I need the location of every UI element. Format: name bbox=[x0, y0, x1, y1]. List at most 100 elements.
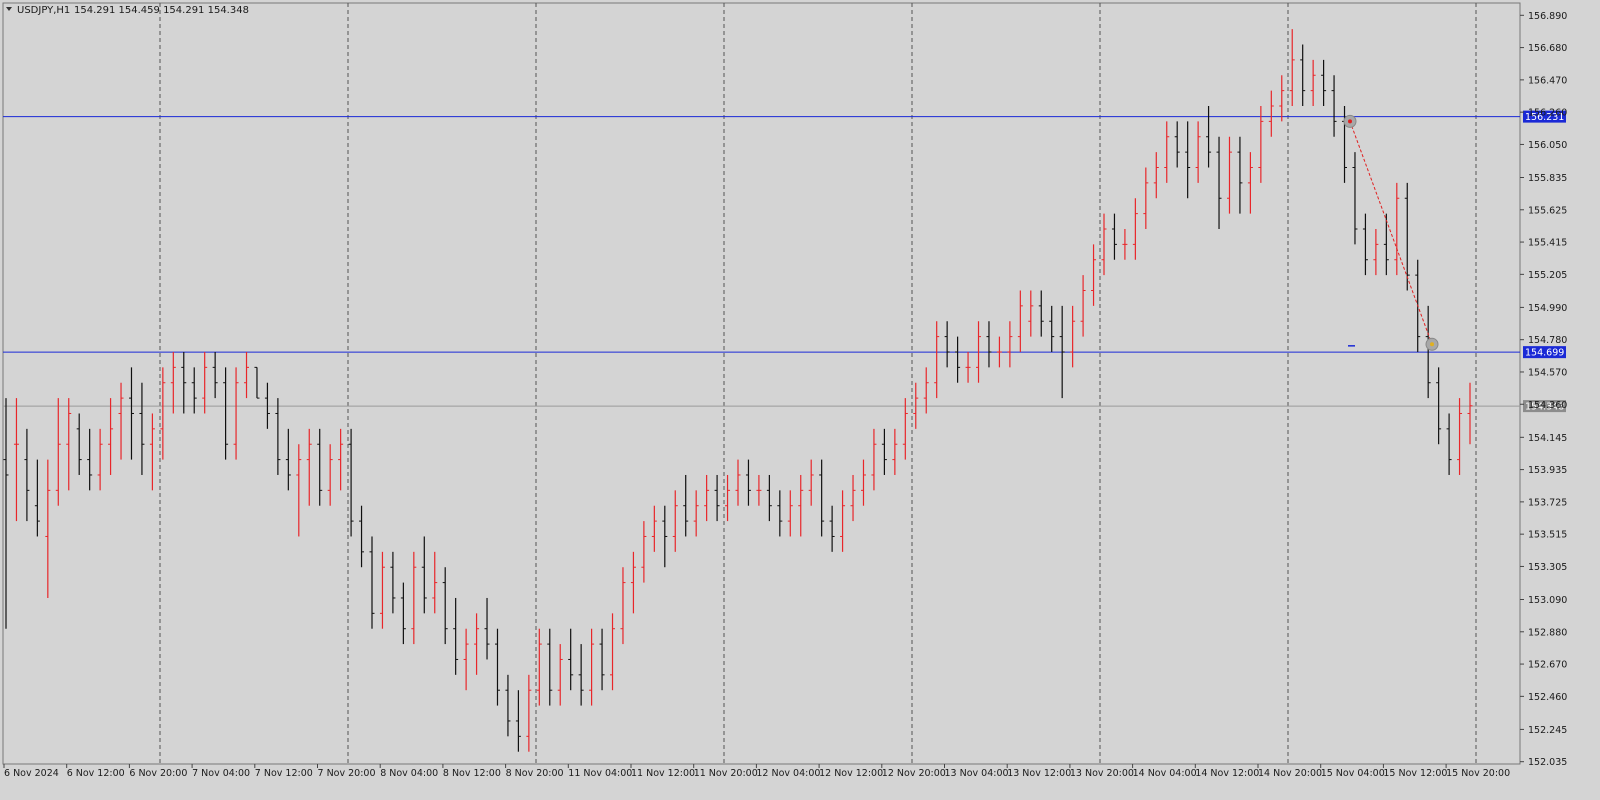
candle bbox=[745, 459, 751, 506]
candle bbox=[1279, 75, 1285, 122]
trend-line-segment bbox=[1349, 121, 1433, 345]
time-tick-label: 6 Nov 20:00 bbox=[129, 768, 187, 779]
candle bbox=[630, 551, 636, 614]
level-price-text: 156.231 bbox=[1525, 112, 1564, 123]
price-tick-label: 152.880 bbox=[1528, 627, 1567, 638]
candle bbox=[348, 428, 354, 537]
price-tick-label: 154.780 bbox=[1528, 335, 1567, 346]
candle bbox=[421, 536, 427, 614]
candle bbox=[651, 505, 657, 552]
trend-line[interactable] bbox=[1343, 114, 1439, 351]
level-price-text: 154.699 bbox=[1525, 348, 1564, 359]
candle bbox=[578, 644, 584, 706]
candle bbox=[693, 490, 699, 537]
candle bbox=[1153, 152, 1159, 199]
candle bbox=[526, 674, 532, 752]
candle bbox=[97, 428, 103, 491]
horizontal-levels[interactable]: 156.231 154.699 154.348 bbox=[3, 110, 1566, 413]
candle bbox=[1289, 29, 1295, 107]
candle bbox=[557, 644, 563, 706]
candle bbox=[55, 398, 61, 506]
candle bbox=[390, 551, 396, 614]
candle bbox=[3, 398, 9, 629]
ohlc-values: 154.291 154.459 154.291 154.348 bbox=[74, 5, 249, 16]
price-tick-label: 154.145 bbox=[1528, 433, 1567, 444]
price-tick-label: 155.625 bbox=[1528, 205, 1567, 216]
price-tick-label: 152.245 bbox=[1528, 725, 1567, 736]
time-tick-label: 14 Nov 12:00 bbox=[1195, 768, 1259, 779]
price-tick-label: 152.670 bbox=[1528, 660, 1567, 671]
candle bbox=[610, 613, 616, 691]
candle bbox=[1352, 152, 1358, 245]
symbol-label: USDJPY,H1 bbox=[17, 5, 70, 16]
price-tick-label: 154.570 bbox=[1528, 367, 1567, 378]
candle bbox=[264, 382, 270, 429]
candle bbox=[212, 351, 218, 399]
candle bbox=[1237, 136, 1243, 214]
candle bbox=[829, 505, 835, 552]
candle bbox=[976, 321, 982, 383]
price-tick-label: 155.205 bbox=[1528, 270, 1567, 281]
candle bbox=[453, 597, 459, 675]
candle bbox=[275, 398, 281, 475]
candle bbox=[474, 613, 480, 675]
price-tick-label: 156.050 bbox=[1528, 140, 1567, 151]
candle bbox=[379, 551, 385, 629]
candle bbox=[787, 490, 793, 537]
candle bbox=[128, 367, 134, 460]
candles-series bbox=[3, 29, 1473, 752]
candle bbox=[662, 505, 668, 568]
candle bbox=[1362, 213, 1368, 276]
candle bbox=[808, 459, 814, 506]
candle bbox=[1467, 382, 1473, 445]
chevron-down-icon[interactable] bbox=[6, 7, 12, 11]
candle bbox=[1049, 305, 1055, 352]
candle bbox=[13, 398, 19, 522]
candle bbox=[1132, 198, 1138, 260]
price-tick-label: 152.460 bbox=[1528, 692, 1567, 703]
candle bbox=[66, 398, 72, 491]
candle bbox=[1038, 290, 1044, 337]
current-price-text: 154.348 bbox=[1525, 402, 1564, 413]
time-tick-label: 12 Nov 04:00 bbox=[756, 768, 820, 779]
time-tick-label: 8 Nov 12:00 bbox=[443, 768, 501, 779]
vertical-grid bbox=[159, 3, 1477, 764]
candle bbox=[338, 428, 344, 491]
candle bbox=[1457, 398, 1463, 475]
time-tick-label: 6 Nov 2024 bbox=[4, 768, 59, 779]
candle bbox=[620, 567, 626, 645]
candle bbox=[568, 628, 574, 691]
candle bbox=[735, 459, 741, 506]
candle bbox=[756, 474, 762, 506]
candle bbox=[1425, 305, 1431, 399]
price-tick-label: 153.725 bbox=[1528, 497, 1567, 508]
candle bbox=[432, 551, 438, 614]
time-tick-label: 14 Nov 04:00 bbox=[1133, 768, 1197, 779]
price-tick-label: 153.305 bbox=[1528, 562, 1567, 573]
candle bbox=[1321, 59, 1327, 107]
candle bbox=[1101, 213, 1107, 276]
current-price-tag bbox=[1523, 400, 1566, 413]
candle bbox=[1070, 305, 1076, 368]
candle bbox=[777, 490, 783, 537]
price-tick-label: 153.515 bbox=[1528, 530, 1567, 541]
price-tick-label: 155.415 bbox=[1528, 238, 1567, 249]
candle bbox=[484, 597, 490, 660]
candle bbox=[494, 628, 500, 706]
candle bbox=[1080, 275, 1086, 337]
candle bbox=[547, 628, 553, 706]
candle bbox=[1300, 44, 1306, 107]
candle bbox=[1383, 213, 1389, 276]
candle bbox=[1174, 121, 1180, 168]
candle bbox=[1331, 75, 1337, 137]
candle bbox=[934, 321, 940, 399]
candle bbox=[1373, 228, 1379, 276]
candle bbox=[1185, 121, 1191, 199]
candle bbox=[442, 567, 448, 645]
time-tick-label: 8 Nov 20:00 bbox=[506, 768, 564, 779]
candle bbox=[1017, 290, 1023, 352]
candle bbox=[1164, 121, 1170, 183]
candle bbox=[108, 398, 114, 475]
